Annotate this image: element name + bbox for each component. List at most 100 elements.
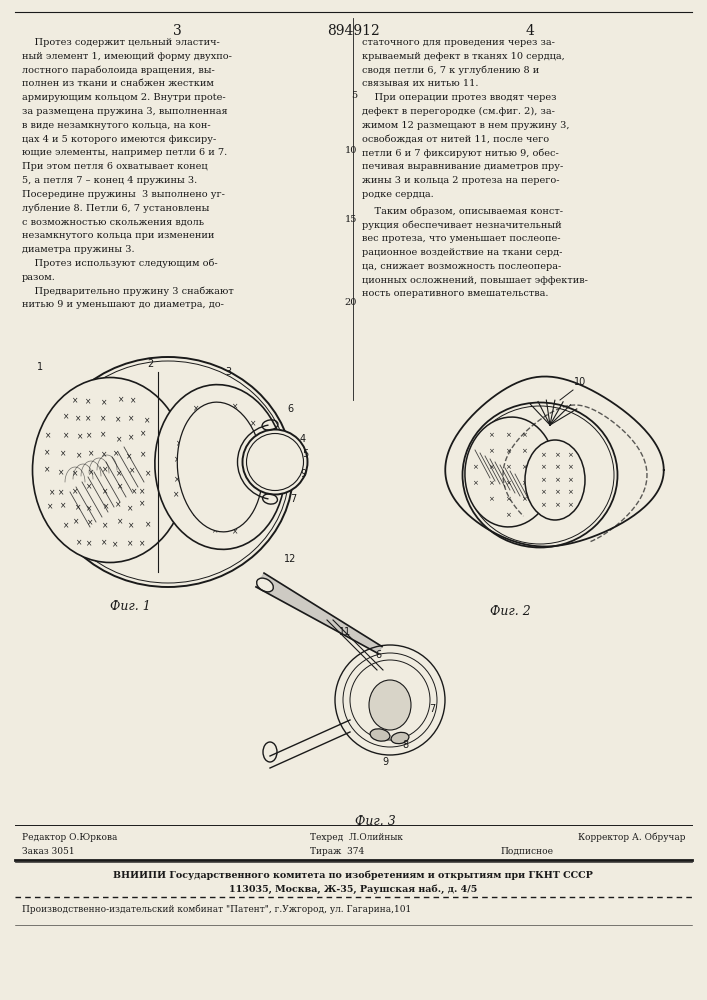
Text: При этом петля 6 охватывает конец: При этом петля 6 охватывает конец <box>22 162 208 171</box>
Text: ×: × <box>143 537 149 546</box>
Text: ×: × <box>210 527 216 536</box>
Text: 894912: 894912 <box>327 24 380 38</box>
Text: Подписное: Подписное <box>500 847 553 856</box>
Text: ×: × <box>86 518 92 527</box>
Text: 5: 5 <box>351 91 357 100</box>
Text: ×: × <box>139 503 146 512</box>
Text: Корректор А. Обручар: Корректор А. Обручар <box>578 833 685 842</box>
Text: ×: × <box>76 449 82 458</box>
Text: ×: × <box>57 448 64 457</box>
Text: ×: × <box>45 450 52 459</box>
Text: лостного параболоида вращения, вы-: лостного параболоида вращения, вы- <box>22 66 215 75</box>
Text: ×: × <box>250 457 256 466</box>
Text: ×: × <box>228 510 235 519</box>
Text: ×: × <box>128 399 134 408</box>
Text: ×: × <box>230 404 237 413</box>
Text: ×: × <box>114 448 120 457</box>
Text: ×: × <box>74 538 81 547</box>
Text: ×: × <box>489 480 494 486</box>
Text: ×: × <box>214 456 220 465</box>
Text: ×: × <box>505 496 510 502</box>
Text: ×: × <box>102 483 108 492</box>
Text: ×: × <box>489 448 494 454</box>
Text: ×: × <box>489 496 494 502</box>
Text: ×: × <box>102 415 108 424</box>
Ellipse shape <box>391 732 409 744</box>
Text: ×: × <box>540 489 547 495</box>
Text: ×: × <box>112 505 119 514</box>
Text: ×: × <box>212 474 218 483</box>
Text: Техред  Л.Олийнык: Техред Л.Олийнык <box>310 833 403 842</box>
Ellipse shape <box>155 385 285 549</box>
Ellipse shape <box>33 377 187 562</box>
Text: крываемый дефект в тканях 10 сердца,: крываемый дефект в тканях 10 сердца, <box>362 52 565 61</box>
Text: ×: × <box>229 457 235 466</box>
Text: ×: × <box>100 395 106 404</box>
Text: 6: 6 <box>375 650 381 660</box>
Text: ×: × <box>144 467 150 476</box>
Text: ×: × <box>192 509 199 518</box>
Text: ×: × <box>505 480 510 486</box>
Text: ×: × <box>143 449 149 458</box>
Text: ×: × <box>86 537 92 546</box>
Text: ×: × <box>114 415 120 424</box>
Text: Фuг. 1: Фuг. 1 <box>110 600 151 613</box>
Text: полнен из ткани и снабжен жестким: полнен из ткани и снабжен жестким <box>22 79 214 88</box>
Text: ×: × <box>505 464 510 470</box>
Text: ×: × <box>537 448 543 454</box>
Text: Производственно-издательский комбинат "Патент", г.Ужгород, ул. Гагарина,101: Производственно-издательский комбинат "П… <box>22 905 411 914</box>
Text: ×: × <box>73 503 79 512</box>
Text: ×: × <box>141 521 148 530</box>
Text: ×: × <box>554 477 560 483</box>
Ellipse shape <box>525 440 585 520</box>
Text: ×: × <box>76 517 83 526</box>
Text: ×: × <box>537 480 543 486</box>
Ellipse shape <box>177 402 263 532</box>
Text: ×: × <box>113 482 119 491</box>
Text: ×: × <box>101 520 107 529</box>
Text: Посередине пружины  3 выполнено уг-: Посередине пружины 3 выполнено уг- <box>22 190 225 199</box>
Text: Редактор О.Юркова: Редактор О.Юркова <box>22 833 117 842</box>
Text: ×: × <box>86 484 92 493</box>
Text: ×: × <box>71 434 77 443</box>
Text: петли 6 и 7 фиксируют нитью 9, обес-: петли 6 и 7 фиксируют нитью 9, обес- <box>362 148 559 158</box>
Text: 5, а петля 7 – конец 4 пружины 3.: 5, а петля 7 – конец 4 пружины 3. <box>22 176 197 185</box>
Text: ×: × <box>100 430 107 439</box>
Text: ×: × <box>210 491 216 500</box>
Text: Таким образом, описываемая конст-: Таким образом, описываемая конст- <box>362 207 563 216</box>
Text: ×: × <box>250 512 256 521</box>
Text: ×: × <box>211 419 218 428</box>
Text: ×: × <box>521 464 527 470</box>
Text: ×: × <box>211 440 218 449</box>
Text: ×: × <box>232 474 238 483</box>
Text: 10: 10 <box>574 377 586 387</box>
Text: 15: 15 <box>344 215 357 224</box>
Text: При операции протез вводят через: При операции протез вводят через <box>362 93 556 102</box>
Text: ×: × <box>521 480 527 486</box>
Text: ×: × <box>115 539 122 548</box>
Text: ×: × <box>117 396 124 405</box>
Text: ×: × <box>472 480 478 486</box>
Text: ×: × <box>214 403 220 412</box>
Ellipse shape <box>257 578 274 592</box>
Text: лубление 8. Петли 6, 7 установлены: лубление 8. Петли 6, 7 установлены <box>22 204 209 213</box>
Text: вес протеза, что уменьшает послеопе-: вес протеза, что уменьшает послеопе- <box>362 234 561 243</box>
Text: 3: 3 <box>173 24 182 38</box>
Text: 4: 4 <box>300 434 306 444</box>
Text: ×: × <box>74 465 80 474</box>
Text: ×: × <box>231 437 238 446</box>
Text: сводя петли 6, 7 к углублению 8 и: сводя петли 6, 7 к углублению 8 и <box>362 66 539 75</box>
Text: ×: × <box>90 417 96 426</box>
Text: ×: × <box>139 417 146 426</box>
Text: ×: × <box>554 452 560 458</box>
Text: за размещена пружина 3, выполненная: за размещена пружина 3, выполненная <box>22 107 228 116</box>
Text: ×: × <box>49 435 56 444</box>
Text: ×: × <box>192 473 198 482</box>
Text: ×: × <box>505 448 510 454</box>
Text: связывая их нитью 11.: связывая их нитью 11. <box>362 79 479 88</box>
Text: 7: 7 <box>429 704 435 714</box>
Text: ×: × <box>76 414 83 423</box>
Text: ×: × <box>567 489 573 495</box>
Text: ×: × <box>129 470 135 479</box>
Text: ×: × <box>554 502 560 508</box>
